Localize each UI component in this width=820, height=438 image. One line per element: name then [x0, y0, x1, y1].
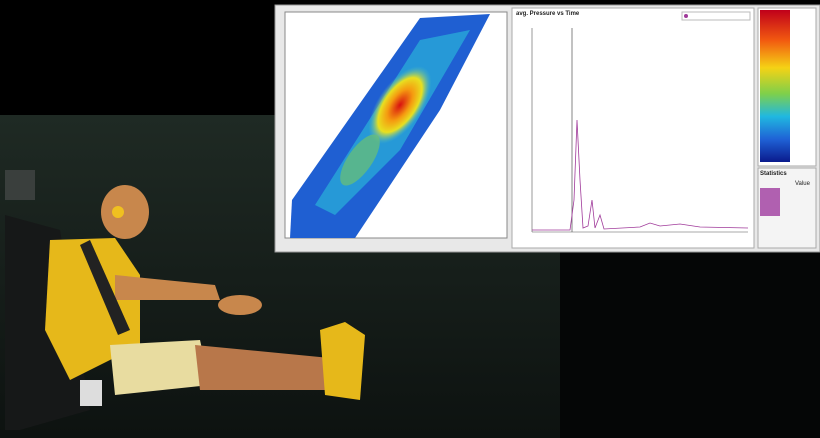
- statistics-rows: [760, 188, 780, 216]
- target-mark: [112, 206, 124, 218]
- seat-head: [5, 170, 35, 200]
- software-window: avg. Pressure vs Time Statistics Value: [275, 5, 820, 252]
- head: [101, 185, 149, 239]
- statistics-header: Value: [795, 181, 811, 187]
- statistics-title: Statistics: [760, 171, 787, 177]
- chart-pane: [512, 8, 754, 248]
- feet: [320, 322, 365, 400]
- hand: [218, 295, 262, 315]
- dark-area: [560, 252, 820, 438]
- chart-title: avg. Pressure vs Time: [516, 11, 580, 17]
- belt-buckle: [80, 380, 102, 406]
- legend-marker: [684, 14, 688, 18]
- chart-legend: [682, 12, 750, 20]
- color-scale: [760, 10, 790, 162]
- scene: avg. Pressure vs Time Statistics Value: [0, 0, 820, 438]
- page: avg. Pressure vs Time Statistics Value (…: [0, 0, 820, 438]
